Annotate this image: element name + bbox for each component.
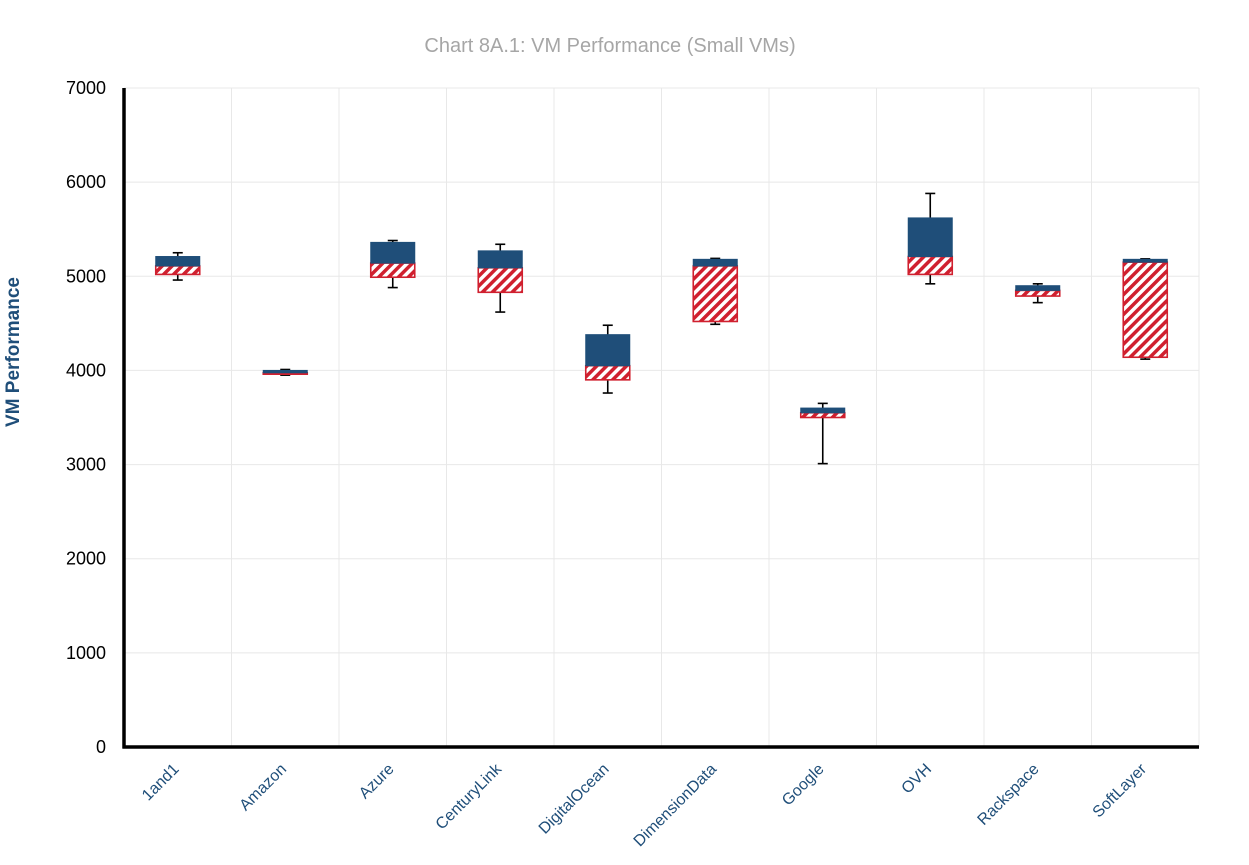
x-tick-label: 1and1 [139, 761, 183, 805]
axes [122, 88, 1199, 749]
upper-box [692, 258, 738, 267]
x-tick-label: SoftLayer [1090, 760, 1151, 821]
lower-box [477, 267, 524, 294]
upper-box [585, 334, 631, 367]
upper-box [155, 256, 201, 267]
y-axis-label: VM Performance [3, 277, 24, 427]
box-Rackspace [1014, 283, 1061, 304]
x-tick-label: Amazon [237, 761, 291, 815]
box-Google [799, 402, 846, 465]
y-tick-label: 2000 [66, 549, 106, 569]
box-DigitalOcean [584, 324, 631, 394]
y-tick-label: 5000 [66, 266, 106, 286]
x-tick-label: OVH [899, 761, 936, 798]
upper-box [477, 250, 523, 269]
upper-box [1122, 258, 1168, 263]
lower-box [369, 262, 416, 279]
y-tick-labels: 0 1000 2000 3000 4000 5000 6000 7000 [66, 78, 106, 757]
y-tick-label: 7000 [66, 78, 106, 98]
upper-box [907, 217, 953, 258]
lower-box [799, 411, 846, 419]
box-SoftLayer [1122, 258, 1169, 360]
box-DimensionData [692, 257, 739, 326]
x-tick-label: Rackspace [975, 761, 1043, 829]
box-CenturyLink [477, 243, 524, 313]
x-tick-label: Azure [356, 761, 398, 803]
upper-box [262, 369, 308, 374]
box-1and1 [154, 251, 201, 281]
y-tick-label: 3000 [66, 455, 106, 475]
x-tick-labels: 1and1 Amazon Azure CenturyLink DigitalOcean D… [139, 760, 1150, 850]
box-Amazon [262, 368, 309, 376]
lower-box [584, 364, 631, 381]
upper-box [370, 241, 416, 264]
x-tick-label: CenturyLink [433, 760, 506, 833]
lower-box [1122, 261, 1169, 359]
boxes [154, 192, 1169, 465]
gridlines [124, 87, 1200, 747]
lower-box [154, 265, 201, 276]
y-tick-label: 6000 [66, 172, 106, 192]
lower-box [1014, 289, 1061, 297]
y-tick-label: 4000 [66, 360, 106, 380]
upper-box [800, 407, 846, 414]
box-Azure [369, 239, 416, 289]
y-tick-label: 0 [96, 737, 106, 757]
upper-box [1015, 285, 1061, 291]
x-tick-label: DigitalOcean [536, 761, 613, 838]
x-tick-label: Google [779, 761, 828, 810]
lower-box [692, 265, 739, 323]
x-tick-label: DimensionData [631, 761, 720, 850]
lower-box [907, 255, 954, 276]
y-tick-label: 1000 [66, 643, 106, 663]
box-OVH [907, 192, 954, 285]
chart-title: Chart 8A.1: VM Performance (Small VMs) [424, 35, 795, 57]
